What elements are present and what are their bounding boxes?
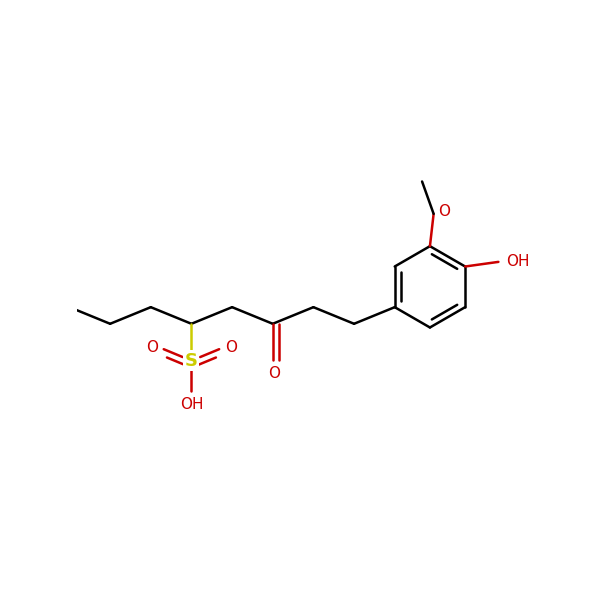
Text: O: O: [438, 205, 450, 220]
Text: O: O: [269, 366, 281, 381]
Text: OH: OH: [506, 254, 530, 269]
Text: OH: OH: [179, 397, 203, 412]
Text: O: O: [225, 340, 237, 355]
Text: S: S: [185, 352, 198, 370]
Text: O: O: [146, 340, 158, 355]
